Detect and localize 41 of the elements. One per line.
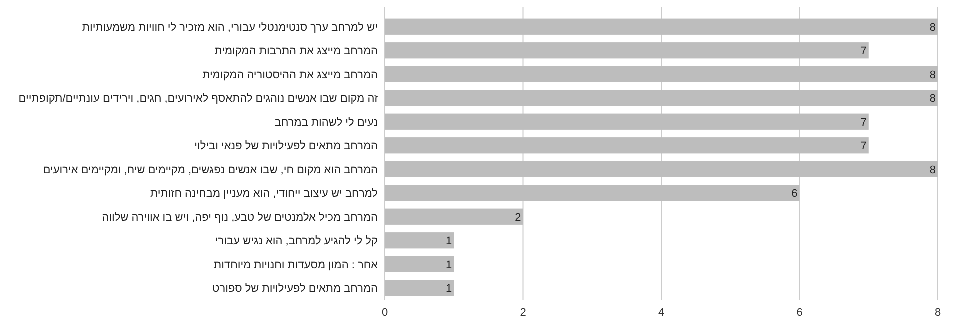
x-tick-label: 2 xyxy=(520,307,526,319)
data-label: 8 xyxy=(930,93,936,106)
y-tick-label: המרחב מכיל אלמנטים של טבע, נוף יפה, ויש בו אווירה שלווה xyxy=(102,212,378,224)
bar xyxy=(385,18,938,35)
y-tick-label: המרחב מייצג את ההיסטוריה המקומית xyxy=(202,69,378,82)
bar xyxy=(385,208,524,225)
bar xyxy=(385,280,454,296)
data-label: 7 xyxy=(860,140,867,153)
y-tick-label: קל לי להגיע למרחב, הוא נגיש עבורי xyxy=(215,236,378,248)
bar xyxy=(385,256,454,272)
y-tick-label: זה מקום שבו אנשים נוהגים להתאסף לאירועים, חגים, וירידים עונתיים/תקופתיים xyxy=(18,93,378,106)
y-tick-label: נעים לי לשהות במרחב xyxy=(274,116,378,129)
y-tick-label: המרחב מייצג את התרבות המקומית xyxy=(214,46,378,58)
bar xyxy=(385,90,938,106)
bar xyxy=(385,232,454,249)
bar xyxy=(385,66,938,82)
y-tick-label: המרחב הוא מקום חי, שבו אנשים נפגשים, מקיימים שיח, ומקיימים אירועים xyxy=(43,164,378,176)
y-tick-label: יש למרחב ערך סנטימנטלי עבורי, הוא מזכיר לי חוויות משמעותיות xyxy=(82,22,378,34)
data-label: 8 xyxy=(930,22,936,34)
data-label: 8 xyxy=(930,69,936,82)
bar xyxy=(385,161,938,178)
y-tick-label: אחר : המון מסעדות וחנויות מיוחדות xyxy=(214,259,378,272)
bar xyxy=(385,185,800,202)
x-tick-label: 8 xyxy=(934,307,942,319)
x-tick-label: 6 xyxy=(796,307,803,319)
bar xyxy=(385,138,869,154)
bar xyxy=(385,114,869,130)
y-tick-label: המרחב מתאים לפעילויות של פנאי ובילוי xyxy=(194,140,378,153)
x-tick-label: 0 xyxy=(382,307,388,319)
data-label: 1 xyxy=(446,283,452,296)
bar xyxy=(385,42,869,59)
data-label: 8 xyxy=(930,164,936,176)
y-tick-label: המרחב מתאים לפעילויות של ספורט xyxy=(212,283,378,296)
x-tick-label: 4 xyxy=(658,307,665,319)
data-label: 1 xyxy=(446,236,452,248)
data-label: 6 xyxy=(792,188,798,200)
data-label: 2 xyxy=(515,212,522,224)
y-tick-label: למרחב יש עיצוב ייחודי, הוא מעניין מבחינה חזותית xyxy=(150,188,378,200)
data-label: 1 xyxy=(446,259,452,272)
data-label: 7 xyxy=(860,46,867,58)
data-label: 7 xyxy=(860,116,867,129)
